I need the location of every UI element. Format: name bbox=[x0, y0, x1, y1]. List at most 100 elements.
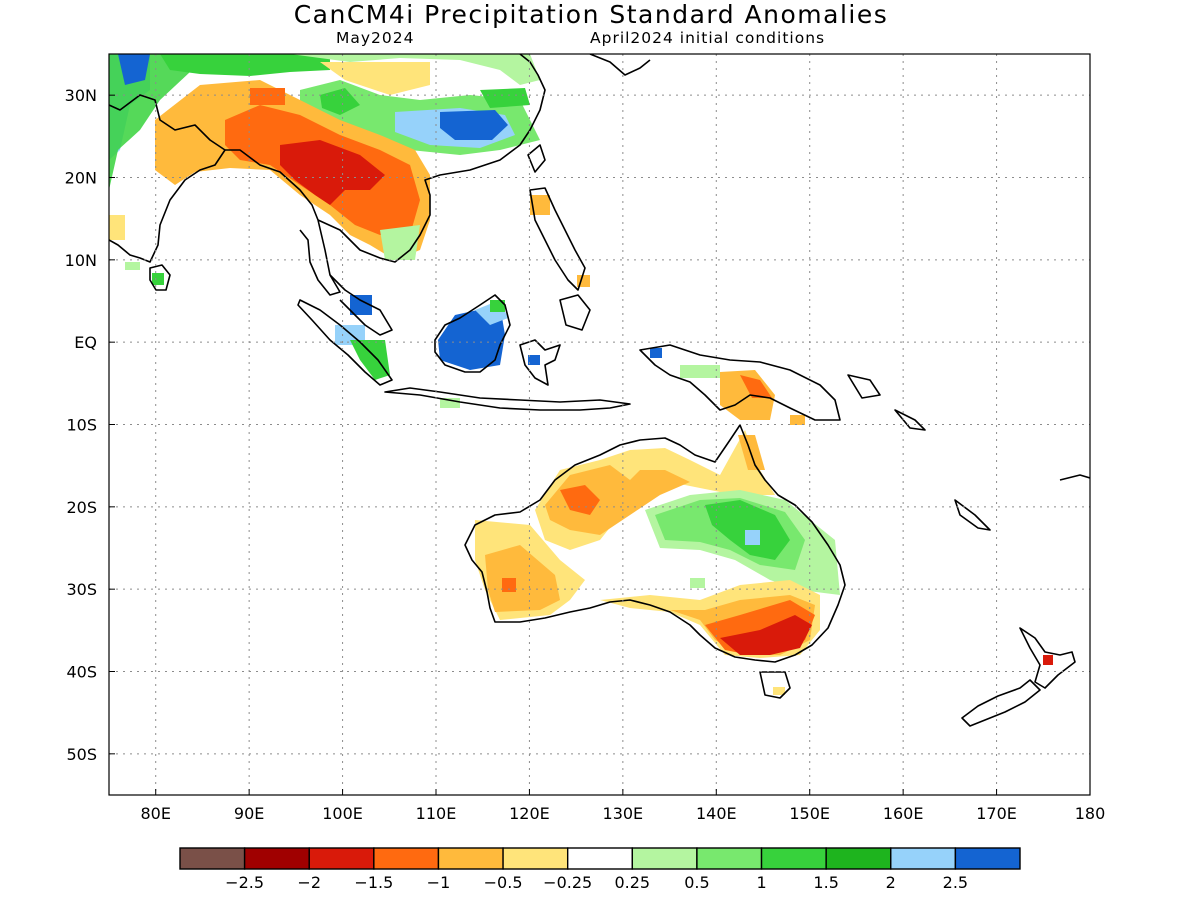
anomaly-patch bbox=[109, 54, 190, 190]
anomaly-patch bbox=[560, 485, 600, 515]
forecast-month-label: May2024 bbox=[336, 29, 415, 47]
colorbar-swatch bbox=[437, 847, 504, 870]
colorbar-swatch bbox=[696, 847, 763, 870]
map-title: CanCM4i Precipitation Standard Anomalies bbox=[293, 0, 889, 29]
anomaly-patch bbox=[118, 54, 150, 85]
colorbar-label: −0.25 bbox=[543, 873, 592, 892]
anomaly-patch bbox=[350, 340, 390, 380]
anomaly-patch bbox=[440, 110, 508, 140]
anomaly-patch bbox=[790, 415, 805, 425]
anomaly-fields bbox=[109, 54, 1053, 695]
colorbar-label: 1.5 bbox=[813, 873, 838, 892]
colorbar-swatch bbox=[760, 847, 827, 870]
coastline bbox=[329, 274, 393, 336]
anomaly-patch bbox=[485, 545, 560, 612]
coastline bbox=[589, 54, 651, 76]
lon-tick-label: 90E bbox=[234, 804, 264, 823]
anomaly-patch bbox=[1043, 655, 1053, 665]
anomaly-patch bbox=[650, 348, 662, 358]
lon-tick-label: 150E bbox=[789, 804, 830, 823]
lat-tick-label: 10S bbox=[66, 416, 97, 435]
colorbar-swatch bbox=[825, 847, 892, 870]
colorbar-label: −1 bbox=[427, 873, 451, 892]
coastline bbox=[961, 679, 1041, 727]
initial-conditions-label: April2024 initial conditions bbox=[590, 29, 826, 47]
anomaly-patch bbox=[290, 54, 540, 85]
anomaly-patch bbox=[490, 300, 505, 312]
anomaly-patch bbox=[690, 578, 705, 588]
coastline bbox=[559, 294, 591, 331]
lat-tick-label: 10N bbox=[65, 251, 97, 270]
axis-ticks: 80E 90E 100E 110E 120E 130E 140E 150E 160E 170E 18… bbox=[65, 86, 1106, 823]
coastline bbox=[1059, 474, 1090, 481]
lon-tick-label: 120E bbox=[509, 804, 550, 823]
anomaly-patch bbox=[280, 140, 385, 205]
coastline bbox=[434, 294, 511, 373]
lon-tick-label: 110E bbox=[416, 804, 457, 823]
coastline bbox=[639, 344, 841, 421]
anomaly-patch bbox=[745, 530, 760, 545]
map-grid bbox=[109, 54, 1090, 795]
colorbar-swatch bbox=[890, 847, 957, 870]
lat-tick-label: 30S bbox=[66, 580, 97, 599]
coastline bbox=[464, 424, 846, 663]
anomaly-patch bbox=[160, 54, 330, 76]
lat-tick-label: 50S bbox=[66, 745, 97, 764]
lat-tick-label: 20N bbox=[65, 169, 97, 188]
anomaly-patch bbox=[125, 262, 140, 270]
colorbar-label: 0.25 bbox=[614, 873, 650, 892]
lon-tick-label: 130E bbox=[603, 804, 644, 823]
anomaly-patch bbox=[350, 295, 372, 315]
colorbar-swatch bbox=[243, 847, 310, 870]
colorbar-swatch bbox=[373, 847, 440, 870]
colorbar-swatch bbox=[502, 847, 569, 870]
colorbar-label: −0.5 bbox=[484, 873, 523, 892]
coastline bbox=[894, 409, 926, 431]
colorbar-label: 1 bbox=[756, 873, 766, 892]
lat-tick-label: 30N bbox=[65, 86, 97, 105]
coastline bbox=[529, 187, 586, 291]
lon-tick-label: 170E bbox=[976, 804, 1017, 823]
colorbar-swatch bbox=[631, 847, 698, 870]
colorbar-swatch bbox=[179, 847, 246, 870]
colorbar-label: −2.5 bbox=[225, 873, 264, 892]
anomaly-patch bbox=[250, 88, 285, 105]
colorbar-label: 0.5 bbox=[684, 873, 709, 892]
anomaly-patch bbox=[320, 88, 360, 115]
anomaly-patch bbox=[720, 615, 812, 655]
anomaly-patch bbox=[109, 215, 125, 240]
colorbar-swatch bbox=[566, 847, 634, 870]
anomaly-patch bbox=[740, 375, 772, 398]
lon-tick-label: 180 bbox=[1075, 804, 1106, 823]
colorbar-swatch bbox=[954, 847, 1021, 870]
anomaly-patch bbox=[773, 687, 785, 695]
anomaly-patch bbox=[528, 355, 540, 365]
coastline bbox=[1019, 627, 1076, 689]
anomaly-patch bbox=[502, 578, 516, 592]
anomaly-patch bbox=[480, 88, 530, 108]
colorbar-label: 2 bbox=[886, 873, 896, 892]
colorbar-label: −2 bbox=[297, 873, 321, 892]
coastline bbox=[954, 499, 991, 531]
colorbar-label: −1.5 bbox=[354, 873, 393, 892]
lon-tick-label: 160E bbox=[883, 804, 924, 823]
coastline bbox=[149, 264, 171, 291]
colorbar-swatch bbox=[308, 847, 375, 870]
anomaly-patch bbox=[530, 195, 550, 215]
anomaly-patch bbox=[320, 62, 430, 95]
coastline bbox=[759, 671, 791, 699]
anomaly-patch bbox=[152, 273, 164, 285]
lon-tick-label: 100E bbox=[322, 804, 363, 823]
lon-tick-label: 80E bbox=[140, 804, 170, 823]
anomaly-patch bbox=[380, 225, 420, 260]
colorbar-label: 2.5 bbox=[943, 873, 968, 892]
coastline bbox=[297, 299, 393, 386]
anomaly-patch bbox=[545, 465, 690, 535]
coastline bbox=[225, 149, 341, 296]
lon-tick-label: 140E bbox=[696, 804, 737, 823]
anomaly-patch bbox=[738, 435, 765, 470]
lat-tick-label: 20S bbox=[66, 498, 97, 517]
coastline bbox=[384, 387, 631, 411]
anomaly-patch bbox=[680, 365, 720, 378]
